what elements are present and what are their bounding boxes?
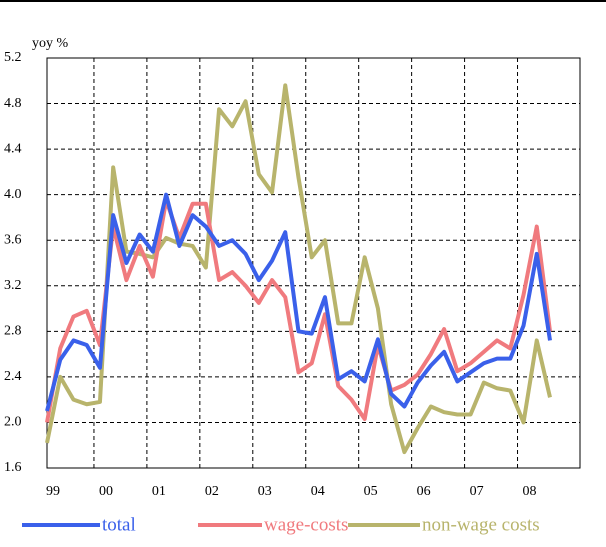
y-tick-label: 5.2 bbox=[4, 50, 22, 65]
y-tick-label: 4.0 bbox=[4, 187, 22, 202]
x-tick-label: 05 bbox=[364, 484, 378, 499]
plot-frame bbox=[46, 57, 581, 469]
y-tick-label: 1.6 bbox=[4, 460, 22, 475]
top-rule bbox=[0, 0, 606, 2]
y-tick-label: 2.0 bbox=[4, 415, 22, 430]
legend-label: wage-costs bbox=[264, 514, 348, 535]
x-tick-label: 00 bbox=[99, 484, 113, 499]
series-line bbox=[45, 198, 552, 423]
y-tick-label: 3.6 bbox=[4, 232, 22, 247]
y-tick-label: 2.8 bbox=[4, 324, 22, 339]
x-tick-label: 08 bbox=[523, 484, 537, 499]
x-tick-label: 04 bbox=[311, 484, 325, 499]
y-tick-label: 4.8 bbox=[4, 96, 22, 111]
x-tick-label: 03 bbox=[258, 484, 272, 499]
legend-label: non-wage costs bbox=[422, 514, 540, 535]
series-line bbox=[45, 192, 552, 412]
y-axis-label: yoy % bbox=[32, 36, 69, 51]
y-tick-label: 4.4 bbox=[4, 141, 22, 156]
y-tick-label: 2.4 bbox=[4, 369, 22, 384]
x-tick-label: 07 bbox=[470, 484, 484, 499]
x-tick-label: 01 bbox=[152, 484, 166, 499]
x-tick-label: 02 bbox=[205, 484, 219, 499]
x-tick-label: 99 bbox=[46, 484, 60, 499]
x-tick-label: 06 bbox=[417, 484, 431, 499]
legend-label: total bbox=[102, 514, 136, 535]
y-tick-label: 3.2 bbox=[4, 278, 22, 293]
